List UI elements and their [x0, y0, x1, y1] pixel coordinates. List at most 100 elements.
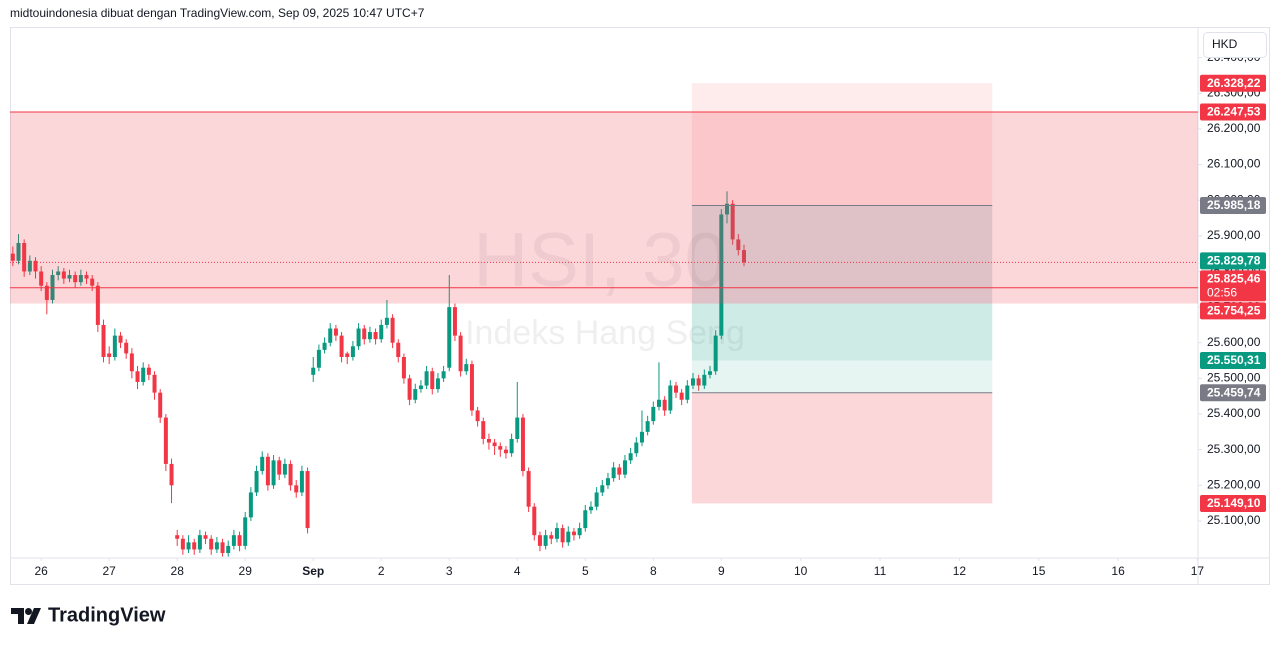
- zone: [691, 205, 993, 304]
- currency-label[interactable]: HKD: [1212, 37, 1238, 51]
- candle-body: [322, 342, 327, 350]
- candle-body: [628, 453, 633, 461]
- chart-frame: [10, 27, 1270, 585]
- candle-body: [288, 463, 293, 486]
- candle-body: [277, 460, 282, 475]
- watermark-title: HSI, 30: [473, 218, 726, 303]
- candle-body: [549, 535, 554, 539]
- candle-body: [22, 242, 27, 272]
- candle-body: [231, 535, 236, 546]
- candle-body: [702, 374, 707, 386]
- candle-body: [435, 378, 440, 390]
- price-label: 25.825,46: [1207, 272, 1261, 286]
- x-tick-label: 11: [874, 564, 887, 578]
- candle-body: [571, 531, 576, 536]
- candle-body: [424, 371, 429, 386]
- candle-body: [413, 389, 418, 400]
- y-tick-label: 26.200,00: [1207, 121, 1261, 135]
- candle-body: [180, 538, 185, 550]
- candle-body: [560, 528, 565, 543]
- candle-body: [10, 253, 15, 261]
- candle-body: [56, 271, 61, 276]
- candle-body: [441, 371, 446, 379]
- y-tick-label: 25.900,00: [1207, 228, 1261, 242]
- candle-body: [209, 538, 214, 550]
- candle-body: [260, 456, 265, 472]
- candle-body: [617, 467, 622, 475]
- candle-body: [719, 214, 724, 336]
- candle-body: [118, 335, 123, 343]
- candle-body: [362, 328, 367, 340]
- candle-body: [95, 285, 100, 325]
- candle-body: [299, 471, 304, 493]
- candle-body: [107, 353, 112, 358]
- brand-logo: [11, 608, 41, 624]
- candle-body: [379, 324, 384, 340]
- candle-body: [662, 399, 667, 411]
- candle-body: [532, 506, 537, 536]
- x-tick-label: 16: [1111, 564, 1125, 578]
- candle-body: [373, 332, 378, 340]
- price-label-box: [1200, 196, 1266, 214]
- x-tick-label: Sep: [302, 564, 324, 578]
- price-label: 25.149,10: [1207, 496, 1261, 510]
- y-tick-label: 25.500,00: [1207, 371, 1261, 385]
- candle-body: [135, 371, 140, 382]
- candle-body: [651, 406, 656, 422]
- candle-body: [452, 307, 457, 336]
- zone: [10, 111, 1198, 304]
- candle-body: [407, 378, 412, 400]
- candle-body: [39, 271, 44, 286]
- candle-body: [668, 385, 673, 411]
- candle-body: [356, 328, 361, 347]
- candle-body: [673, 385, 678, 393]
- candle-body: [305, 471, 310, 529]
- candle-body: [328, 328, 333, 343]
- candle-body: [73, 275, 78, 283]
- candle-body: [498, 446, 503, 450]
- price-label-box: [1200, 270, 1266, 302]
- currency-button[interactable]: [1203, 32, 1267, 58]
- price-label-box: [1200, 384, 1266, 402]
- x-tick-label: 15: [1032, 564, 1046, 578]
- x-tick-label: 29: [239, 564, 253, 578]
- candle-body: [237, 535, 242, 546]
- candle-body: [464, 364, 469, 372]
- price-label: 25.985,18: [1207, 198, 1261, 212]
- zone: [691, 392, 993, 504]
- x-tick-label: 28: [171, 564, 185, 578]
- price-label-box: [1200, 74, 1266, 92]
- price-label: 25.459,74: [1207, 385, 1261, 399]
- price-countdown: 02:56: [1207, 286, 1237, 300]
- candle-body: [730, 203, 735, 240]
- x-tick-label: 26: [34, 564, 48, 578]
- candle-body: [622, 460, 627, 475]
- candle-body: [418, 385, 423, 390]
- zone: [691, 303, 993, 361]
- candle-body: [67, 275, 72, 279]
- candle-body: [600, 485, 605, 493]
- candle-body: [577, 528, 582, 536]
- x-tick-label: 5: [582, 564, 589, 578]
- candle-body: [492, 442, 497, 447]
- candle-body: [447, 307, 452, 368]
- candle-body: [696, 378, 701, 386]
- x-tick-label: 3: [446, 564, 453, 578]
- candle-body: [594, 492, 599, 507]
- price-label-box: [1200, 302, 1266, 320]
- x-tick-label: 12: [953, 564, 967, 578]
- zone: [691, 83, 993, 206]
- candle-body: [84, 275, 89, 279]
- candle-body: [254, 471, 259, 493]
- candle-body: [90, 278, 95, 286]
- candle-body: [316, 349, 321, 368]
- candle-body: [566, 531, 571, 543]
- candle-body: [141, 367, 146, 382]
- candle-body: [282, 463, 287, 475]
- candle-body: [481, 421, 486, 439]
- candle-body: [486, 438, 491, 443]
- price-label-box: [1200, 351, 1266, 369]
